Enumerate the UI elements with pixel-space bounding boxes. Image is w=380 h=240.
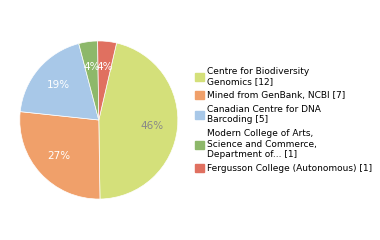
Text: 46%: 46% xyxy=(141,121,164,131)
Text: 27%: 27% xyxy=(48,151,71,161)
Wedge shape xyxy=(20,112,100,199)
Legend: Centre for Biodiversity
Genomics [12], Mined from GenBank, NCBI [7], Canadian Ce: Centre for Biodiversity Genomics [12], M… xyxy=(195,67,372,173)
Text: 4%: 4% xyxy=(96,61,113,72)
Wedge shape xyxy=(20,43,99,120)
Wedge shape xyxy=(79,41,99,120)
Text: 4%: 4% xyxy=(83,62,100,72)
Wedge shape xyxy=(99,43,178,199)
Wedge shape xyxy=(98,41,117,120)
Text: 19%: 19% xyxy=(46,80,70,90)
